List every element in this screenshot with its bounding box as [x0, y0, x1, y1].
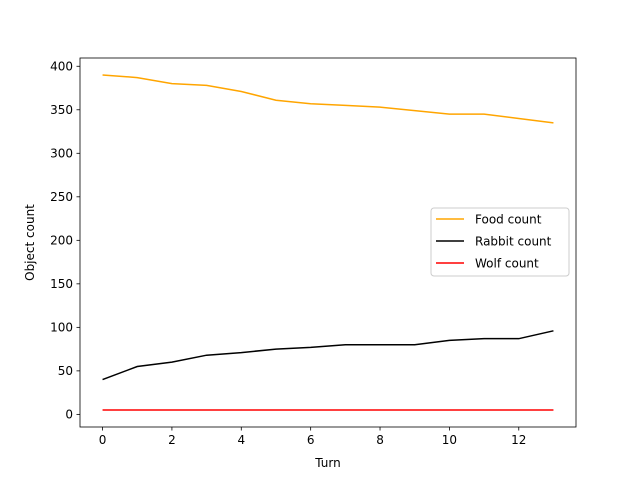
- series-line-1: [102, 330, 554, 381]
- x-axis-ticks: 0 2 4 6 8 10 12: [99, 427, 526, 447]
- y-tick-label: 50: [58, 364, 73, 378]
- x-tick-label: 8: [376, 433, 384, 447]
- series-line-0: [102, 74, 554, 124]
- x-axis-label: Turn: [314, 456, 340, 470]
- y-tick-label: 300: [50, 147, 73, 161]
- y-tick-label: 400: [50, 60, 73, 74]
- legend: Food count Rabbit count Wolf count: [430, 207, 570, 277]
- y-tick-label: 0: [65, 408, 73, 422]
- y-tick-label: 200: [50, 234, 73, 248]
- y-axis-label: Object count: [23, 204, 37, 281]
- legend-label-2: Wolf count: [475, 256, 539, 270]
- x-tick-label: 6: [307, 433, 315, 447]
- x-tick-label: 12: [511, 433, 526, 447]
- y-tick-label: 250: [50, 190, 73, 204]
- y-tick-label: 100: [50, 321, 73, 335]
- x-tick-label: 4: [237, 433, 245, 447]
- x-tick-label: 10: [442, 433, 457, 447]
- x-tick-label: 0: [99, 433, 107, 447]
- y-axis-ticks: 0 50 100 150 200 250 300 350 400: [50, 60, 80, 422]
- plot-frame: [79, 57, 577, 428]
- legend-label-0: Food count: [475, 212, 542, 226]
- series-layer: [102, 74, 554, 411]
- x-tick-label: 2: [168, 433, 176, 447]
- legend-label-1: Rabbit count: [475, 234, 552, 248]
- y-tick-label: 350: [50, 103, 73, 117]
- legend-box: [430, 207, 570, 277]
- y-tick-label: 150: [50, 277, 73, 291]
